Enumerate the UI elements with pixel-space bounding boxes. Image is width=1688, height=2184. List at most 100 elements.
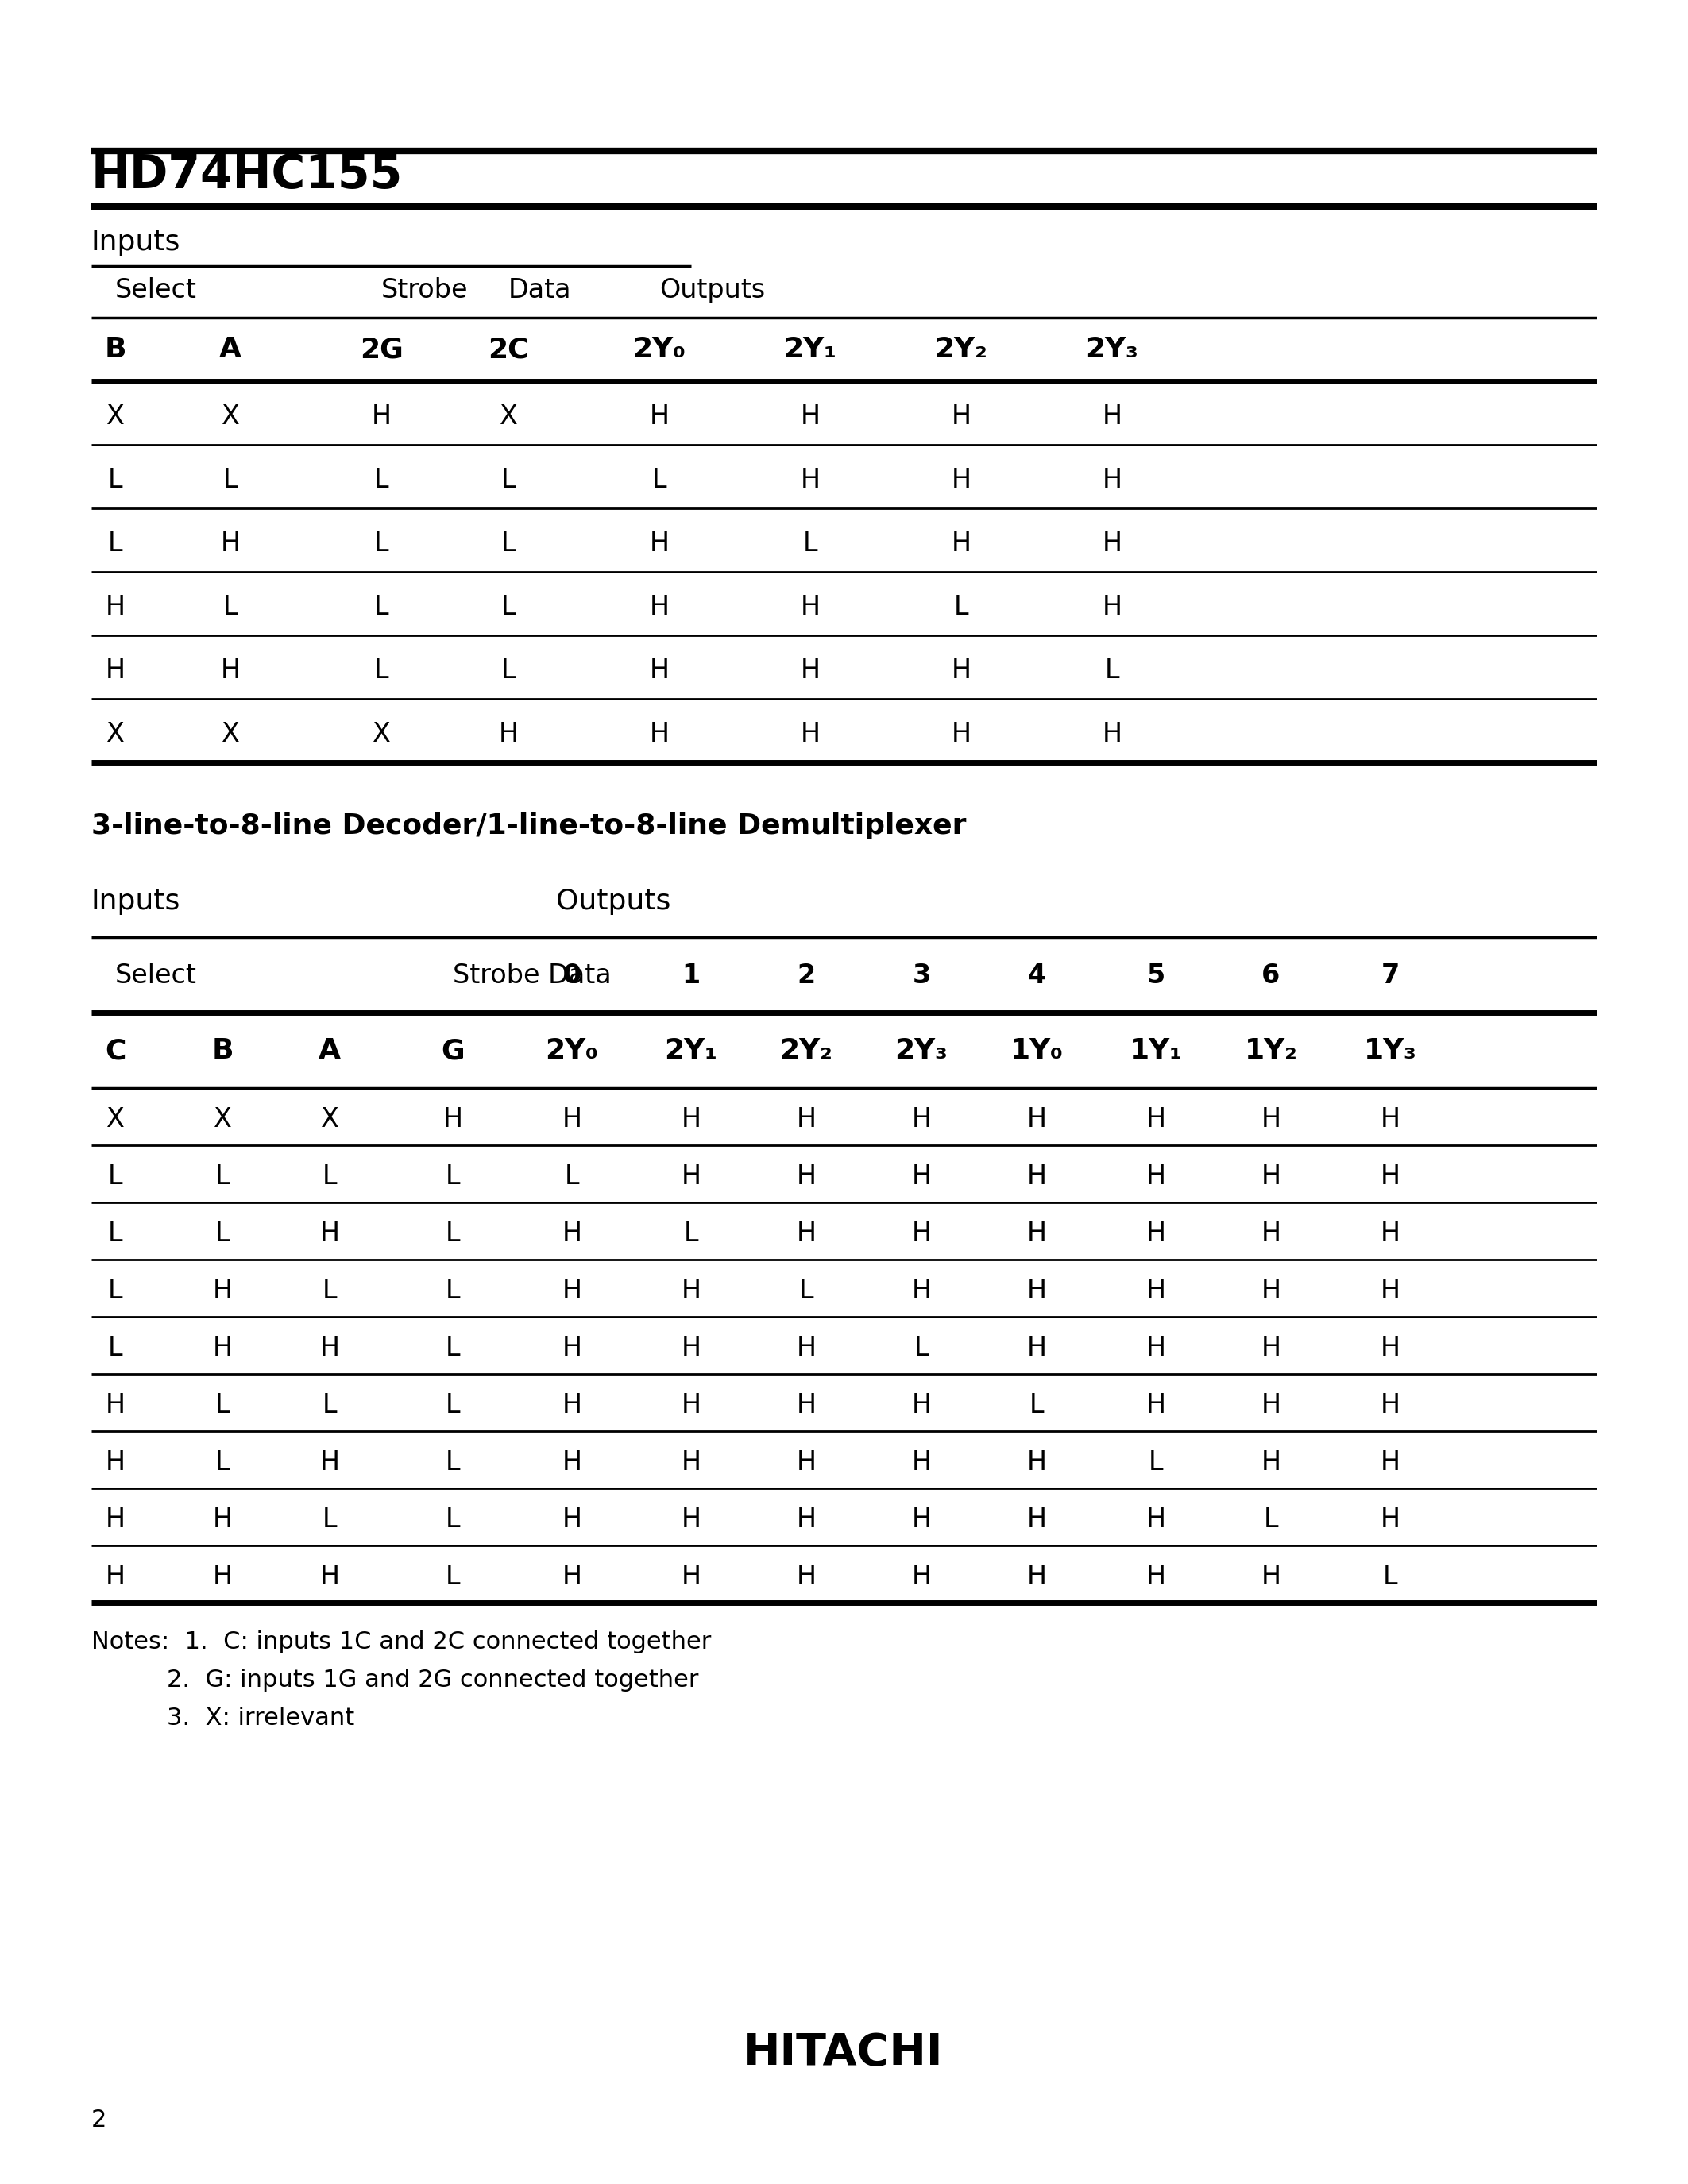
Text: H: H [1146, 1507, 1166, 1533]
Text: L: L [684, 1221, 699, 1247]
Text: H: H [952, 531, 971, 557]
Text: L: L [564, 1164, 579, 1190]
Text: L: L [322, 1507, 338, 1533]
Text: L: L [954, 594, 969, 620]
Text: H: H [442, 1107, 463, 1133]
Text: Data: Data [508, 277, 572, 304]
Text: H: H [800, 657, 820, 684]
Text: 4: 4 [1028, 963, 1047, 989]
Text: H: H [682, 1107, 701, 1133]
Text: H: H [562, 1391, 582, 1417]
Text: X: X [500, 404, 518, 430]
Text: H: H [1381, 1107, 1399, 1133]
Text: X: X [213, 1107, 231, 1133]
Text: H: H [1381, 1507, 1399, 1533]
Text: H: H [562, 1564, 582, 1590]
Text: H: H [1146, 1107, 1166, 1133]
Text: H: H [1381, 1450, 1399, 1476]
Text: H: H [1381, 1391, 1399, 1417]
Text: H: H [1261, 1564, 1281, 1590]
Text: A: A [219, 336, 241, 363]
Text: H: H [105, 1450, 125, 1476]
Text: L: L [446, 1564, 461, 1590]
Text: H: H [797, 1334, 817, 1361]
Text: H: H [105, 1507, 125, 1533]
Text: H: H [800, 594, 820, 620]
Text: L: L [322, 1164, 338, 1190]
Text: 0: 0 [562, 963, 581, 989]
Text: H: H [221, 657, 240, 684]
Text: 3-line-to-8-line Decoder/1-line-to-8-line Demultiplexer: 3-line-to-8-line Decoder/1-line-to-8-lin… [91, 812, 966, 839]
Text: L: L [1264, 1507, 1278, 1533]
Text: Notes:  1.  C: inputs 1C and 2C connected together: Notes: 1. C: inputs 1C and 2C connected … [91, 1631, 711, 1653]
Text: H: H [797, 1391, 817, 1417]
Text: L: L [1104, 657, 1119, 684]
Text: H: H [1146, 1334, 1166, 1361]
Text: L: L [446, 1391, 461, 1417]
Text: H: H [912, 1564, 932, 1590]
Text: H: H [682, 1391, 701, 1417]
Text: 2: 2 [91, 2110, 106, 2132]
Text: H: H [213, 1507, 233, 1533]
Text: H: H [1146, 1391, 1166, 1417]
Text: L: L [375, 531, 388, 557]
Text: H: H [682, 1278, 701, 1304]
Text: C: C [105, 1037, 125, 1064]
Text: 3.  X: irrelevant: 3. X: irrelevant [167, 1708, 354, 1730]
Text: X: X [106, 721, 125, 747]
Text: X: X [106, 1107, 125, 1133]
Text: H: H [682, 1507, 701, 1533]
Text: L: L [446, 1334, 461, 1361]
Text: H: H [682, 1164, 701, 1190]
Text: H: H [1261, 1334, 1281, 1361]
Text: H: H [562, 1278, 582, 1304]
Text: Outputs: Outputs [555, 889, 670, 915]
Text: H: H [1026, 1564, 1047, 1590]
Text: Outputs: Outputs [660, 277, 765, 304]
Text: B: B [211, 1037, 233, 1064]
Text: H: H [1026, 1107, 1047, 1133]
Text: H: H [105, 1391, 125, 1417]
Text: L: L [798, 1278, 814, 1304]
Text: HITACHI: HITACHI [744, 2031, 944, 2075]
Text: L: L [1030, 1391, 1043, 1417]
Text: H: H [1026, 1507, 1047, 1533]
Text: H: H [797, 1507, 817, 1533]
Text: G: G [441, 1037, 464, 1064]
Text: 2C: 2C [488, 336, 528, 363]
Text: H: H [1381, 1334, 1399, 1361]
Text: H: H [800, 721, 820, 747]
Text: HD74HC155: HD74HC155 [91, 153, 403, 197]
Text: H: H [562, 1107, 582, 1133]
Text: H: H [1146, 1164, 1166, 1190]
Text: L: L [108, 1278, 123, 1304]
Text: L: L [446, 1164, 461, 1190]
Text: H: H [498, 721, 518, 747]
Text: H: H [1026, 1164, 1047, 1190]
Text: L: L [375, 657, 388, 684]
Text: X: X [106, 404, 125, 430]
Text: 1Y₀: 1Y₀ [1009, 1037, 1063, 1064]
Text: L: L [652, 467, 667, 494]
Text: H: H [1261, 1450, 1281, 1476]
Text: H: H [952, 657, 971, 684]
Text: H: H [105, 657, 125, 684]
Text: L: L [501, 594, 517, 620]
Text: H: H [213, 1278, 233, 1304]
Text: H: H [371, 404, 392, 430]
Text: 2Y₁: 2Y₁ [665, 1037, 717, 1064]
Text: Select: Select [115, 277, 197, 304]
Text: H: H [221, 531, 240, 557]
Text: H: H [213, 1564, 233, 1590]
Text: H: H [650, 404, 668, 430]
Text: L: L [501, 657, 517, 684]
Text: H: H [1381, 1164, 1399, 1190]
Text: 2Y₃: 2Y₃ [1085, 336, 1139, 363]
Text: 2Y₀: 2Y₀ [545, 1037, 599, 1064]
Text: H: H [800, 404, 820, 430]
Text: H: H [562, 1334, 582, 1361]
Text: 1: 1 [682, 963, 701, 989]
Text: H: H [319, 1221, 339, 1247]
Text: H: H [797, 1221, 817, 1247]
Text: H: H [1261, 1107, 1281, 1133]
